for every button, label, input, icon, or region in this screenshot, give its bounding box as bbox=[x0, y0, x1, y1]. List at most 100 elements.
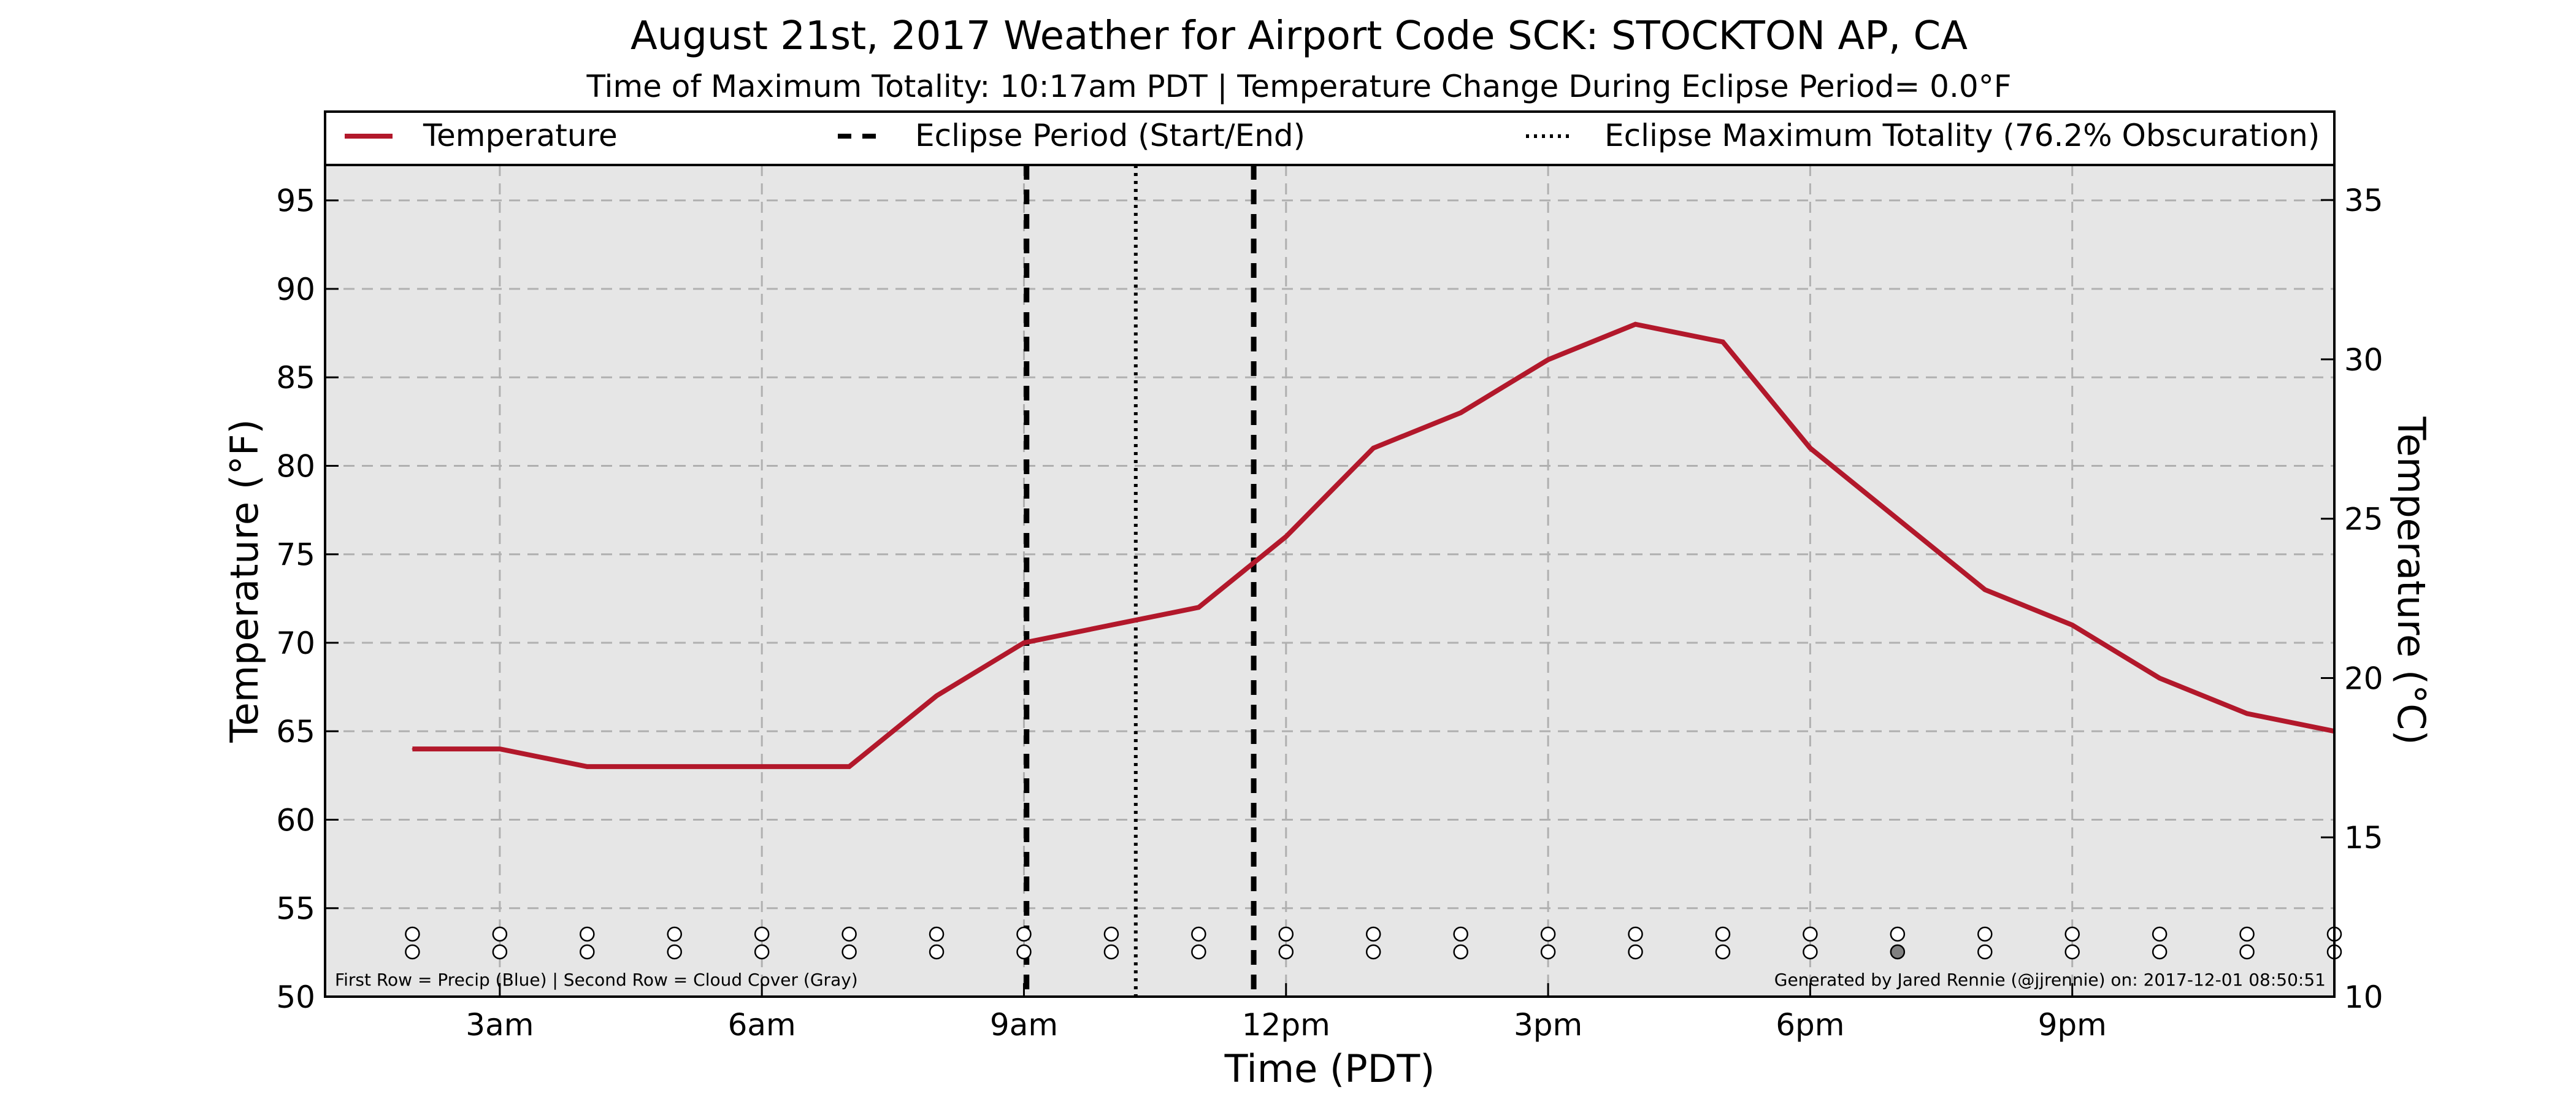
cloud-marker-19 bbox=[1890, 944, 1906, 960]
precip-marker-12 bbox=[1278, 926, 1294, 942]
cloud-marker-21 bbox=[2064, 944, 2080, 960]
eclipse-layer bbox=[1024, 165, 1257, 997]
x-tick-label-9: 9am bbox=[990, 1007, 1058, 1043]
x-tick-label-6: 6am bbox=[728, 1007, 796, 1043]
precip-marker-22 bbox=[2152, 926, 2168, 942]
footnote-left: First Row = Precip (Blue) | Second Row =… bbox=[335, 970, 858, 990]
series-point-8 bbox=[936, 695, 938, 697]
cloud-marker-15 bbox=[1540, 944, 1556, 960]
y-tick-label-left-85: 85 bbox=[276, 360, 315, 396]
cloud-marker-20 bbox=[1977, 944, 1993, 960]
precip-marker-18 bbox=[1803, 926, 1818, 942]
series-point-19 bbox=[1896, 518, 1898, 520]
x-tick-label-15: 3pm bbox=[1514, 1007, 1582, 1043]
x-tick-label-18: 6pm bbox=[1776, 1007, 1844, 1043]
y-tick-label-right-15: 15 bbox=[2344, 820, 2383, 856]
precip-marker-7 bbox=[841, 926, 857, 942]
plot-area bbox=[324, 164, 2336, 998]
legend: Temperature Eclipse Period (Start/End) E… bbox=[324, 110, 2336, 166]
series-point-2 bbox=[412, 748, 413, 750]
series-layer bbox=[412, 321, 2335, 769]
series-point-14 bbox=[1460, 412, 1462, 413]
marker-layer bbox=[405, 926, 2342, 960]
x-tick-label-3: 3am bbox=[466, 1007, 534, 1043]
x-axis-label: Time (PDT) bbox=[1224, 1046, 1435, 1091]
y-axis-label-right: Temperature (°C) bbox=[2389, 416, 2434, 745]
y-tick-label-left-50: 50 bbox=[276, 979, 315, 1015]
series-point-9 bbox=[1023, 642, 1025, 643]
y-tick-label-left-95: 95 bbox=[276, 183, 315, 219]
legend-temperature-label: Temperature bbox=[423, 118, 618, 153]
series-point-18 bbox=[1809, 447, 1811, 449]
series-point-16 bbox=[1635, 323, 1636, 325]
precip-marker-8 bbox=[929, 926, 945, 942]
series-point-23 bbox=[2246, 713, 2248, 715]
series-point-15 bbox=[1547, 359, 1549, 361]
y-tick-label-left-65: 65 bbox=[276, 714, 315, 749]
y-tick-label-right-35: 35 bbox=[2344, 183, 2383, 218]
precip-marker-21 bbox=[2064, 926, 2080, 942]
cloud-marker-3 bbox=[492, 944, 508, 960]
series-point-12 bbox=[1285, 535, 1287, 537]
cloud-marker-8 bbox=[929, 944, 945, 960]
cloud-marker-10 bbox=[1103, 944, 1119, 960]
footnote-right: Generated by Jared Rennie (@jjrennie) on… bbox=[1774, 970, 2326, 990]
cloud-marker-23 bbox=[2239, 944, 2255, 960]
x-tick-label-21: 9pm bbox=[2038, 1007, 2107, 1043]
precip-marker-2 bbox=[405, 926, 420, 942]
precip-marker-16 bbox=[1628, 926, 1643, 942]
precip-marker-3 bbox=[492, 926, 508, 942]
cloud-marker-12 bbox=[1278, 944, 1294, 960]
series-point-4 bbox=[586, 765, 588, 767]
precip-marker-20 bbox=[1977, 926, 1993, 942]
series-point-10 bbox=[1110, 624, 1112, 626]
precip-marker-17 bbox=[1715, 926, 1731, 942]
cloud-marker-9 bbox=[1016, 944, 1032, 960]
y-tick-label-right-30: 30 bbox=[2344, 342, 2383, 378]
cloud-marker-22 bbox=[2152, 944, 2168, 960]
series-point-20 bbox=[1984, 589, 1986, 591]
precip-marker-14 bbox=[1453, 926, 1468, 942]
x-tick-label-12: 12pm bbox=[1242, 1007, 1330, 1043]
cloud-marker-6 bbox=[754, 944, 770, 960]
y-tick-label-left-55: 55 bbox=[276, 891, 315, 927]
y-tick-label-left-60: 60 bbox=[276, 802, 315, 838]
axis-layer: 50 55 60 65 70 75 80 85 90 95 10 15 20 25 30 35 3am 6am 9a… bbox=[276, 183, 2383, 1043]
cloud-marker-11 bbox=[1191, 944, 1206, 960]
precip-marker-6 bbox=[754, 926, 770, 942]
cloud-marker-17 bbox=[1715, 944, 1731, 960]
cloud-marker-14 bbox=[1453, 944, 1468, 960]
cloud-marker-18 bbox=[1803, 944, 1818, 960]
series-point-7 bbox=[848, 765, 850, 767]
precip-marker-15 bbox=[1540, 926, 1556, 942]
legend-eclipse-period-label: Eclipse Period (Start/End) bbox=[915, 118, 1305, 153]
series-point-22 bbox=[2159, 677, 2161, 679]
series-point-6 bbox=[761, 765, 763, 767]
series-point-5 bbox=[673, 765, 675, 767]
y-tick-label-left-70: 70 bbox=[276, 626, 315, 661]
cloud-marker-13 bbox=[1365, 944, 1381, 960]
cloud-marker-16 bbox=[1628, 944, 1643, 960]
cloud-marker-2 bbox=[405, 944, 420, 960]
y-tick-label-left-90: 90 bbox=[276, 272, 315, 307]
legend-eclipse-max-label: Eclipse Maximum Totality (76.2% Obscurat… bbox=[1604, 118, 2320, 153]
cloud-marker-5 bbox=[667, 944, 682, 960]
chart-title: August 21st, 2017 Weather for Airport Co… bbox=[631, 13, 1968, 59]
precip-marker-10 bbox=[1103, 926, 1119, 942]
grid-layer bbox=[325, 165, 2334, 997]
series-point-13 bbox=[1373, 447, 1374, 449]
precip-marker-4 bbox=[580, 926, 595, 942]
y-tick-label-left-75: 75 bbox=[276, 537, 315, 573]
precip-marker-9 bbox=[1016, 926, 1032, 942]
y-tick-label-right-20: 20 bbox=[2344, 661, 2383, 696]
chart-subtitle: Time of Maximum Totality: 10:17am PDT | … bbox=[586, 69, 2012, 104]
legend-box bbox=[324, 110, 2336, 166]
cloud-marker-4 bbox=[580, 944, 595, 960]
precip-marker-13 bbox=[1365, 926, 1381, 942]
series-point-17 bbox=[1722, 341, 1723, 343]
precip-marker-5 bbox=[667, 926, 682, 942]
precip-marker-23 bbox=[2239, 926, 2255, 942]
y-tick-label-left-80: 80 bbox=[276, 448, 315, 484]
y-tick-label-right-10: 10 bbox=[2344, 979, 2383, 1015]
y-tick-label-right-25: 25 bbox=[2344, 502, 2383, 537]
